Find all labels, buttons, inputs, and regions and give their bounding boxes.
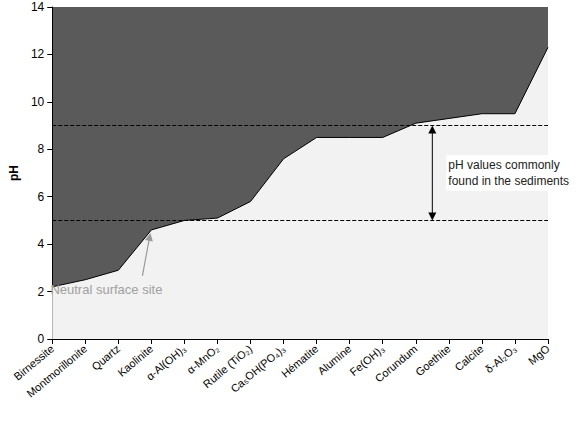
svg-text:12: 12 <box>31 47 45 61</box>
svg-text:α-MnO₂: α-MnO₂ <box>184 342 222 377</box>
svg-text:Calcite: Calcite <box>452 342 485 373</box>
svg-text:MgO: MgO <box>526 342 552 367</box>
svg-text:8: 8 <box>38 142 45 156</box>
svg-text:2: 2 <box>38 285 45 299</box>
svg-text:Corundum: Corundum <box>373 342 420 384</box>
svg-text:Montmorillonite: Montmorillonite <box>24 342 89 399</box>
svg-text:Neutral surface site: Neutral surface site <box>50 282 162 297</box>
svg-text:Rutile (TiO₂): Rutile (TiO₂) <box>200 342 255 391</box>
svg-text:Kaolinite: Kaolinite <box>115 342 156 379</box>
svg-text:Quartz: Quartz <box>89 342 123 373</box>
svg-text:0: 0 <box>38 332 45 346</box>
svg-text:4: 4 <box>38 237 45 251</box>
svg-text:6: 6 <box>38 190 45 204</box>
svg-text:Fe(OH)₃: Fe(OH)₃ <box>347 342 387 379</box>
svg-text:α-Al(OH)₃: α-Al(OH)₃ <box>144 342 189 382</box>
svg-text:Birnessite: Birnessite <box>11 342 57 383</box>
svg-text:Alumine: Alumine <box>315 342 353 377</box>
svg-text:Goethite: Goethite <box>413 342 453 378</box>
svg-text:Hématite: Hématite <box>279 342 320 380</box>
svg-text:10: 10 <box>31 95 45 109</box>
svg-text:pH: pH <box>7 165 21 181</box>
svg-text:pH values commonly: pH values commonly <box>448 158 563 172</box>
svg-text:found in the sediments: found in the sediments <box>448 174 569 188</box>
svg-text:14: 14 <box>31 0 45 14</box>
svg-text:Ca₅OH(PO₄)₃: Ca₅OH(PO₄)₃ <box>228 342 287 394</box>
svg-text:δ-Al₂O₃: δ-Al₂O₃ <box>483 342 519 375</box>
